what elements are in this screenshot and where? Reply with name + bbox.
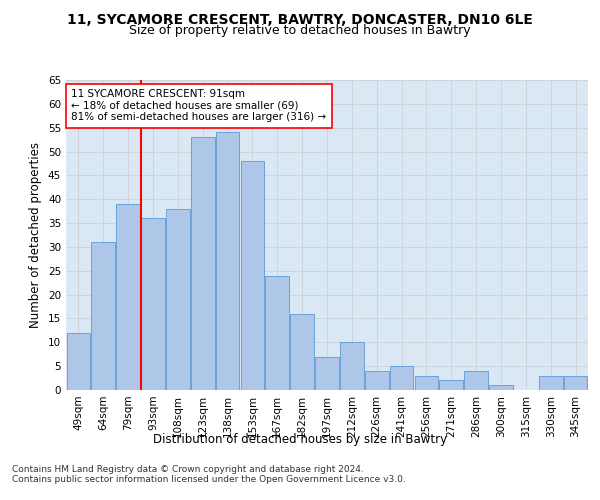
Bar — [67, 333, 90, 390]
Bar — [141, 218, 165, 390]
Bar — [539, 376, 563, 390]
Bar — [91, 242, 115, 390]
Bar — [116, 204, 140, 390]
Bar — [415, 376, 438, 390]
Bar — [191, 137, 215, 390]
Bar — [390, 366, 413, 390]
Bar — [290, 314, 314, 390]
Bar — [489, 385, 513, 390]
Text: Contains HM Land Registry data © Crown copyright and database right 2024.
Contai: Contains HM Land Registry data © Crown c… — [12, 465, 406, 484]
Y-axis label: Number of detached properties: Number of detached properties — [29, 142, 43, 328]
Text: Size of property relative to detached houses in Bawtry: Size of property relative to detached ho… — [129, 24, 471, 37]
Bar — [365, 371, 389, 390]
Text: 11 SYCAMORE CRESCENT: 91sqm
← 18% of detached houses are smaller (69)
81% of sem: 11 SYCAMORE CRESCENT: 91sqm ← 18% of det… — [71, 90, 326, 122]
Bar — [216, 132, 239, 390]
Bar — [439, 380, 463, 390]
Text: Distribution of detached houses by size in Bawtry: Distribution of detached houses by size … — [153, 432, 447, 446]
Bar — [464, 371, 488, 390]
Bar — [340, 342, 364, 390]
Bar — [166, 209, 190, 390]
Bar — [241, 161, 264, 390]
Bar — [564, 376, 587, 390]
Bar — [315, 356, 339, 390]
Text: 11, SYCAMORE CRESCENT, BAWTRY, DONCASTER, DN10 6LE: 11, SYCAMORE CRESCENT, BAWTRY, DONCASTER… — [67, 12, 533, 26]
Bar — [265, 276, 289, 390]
